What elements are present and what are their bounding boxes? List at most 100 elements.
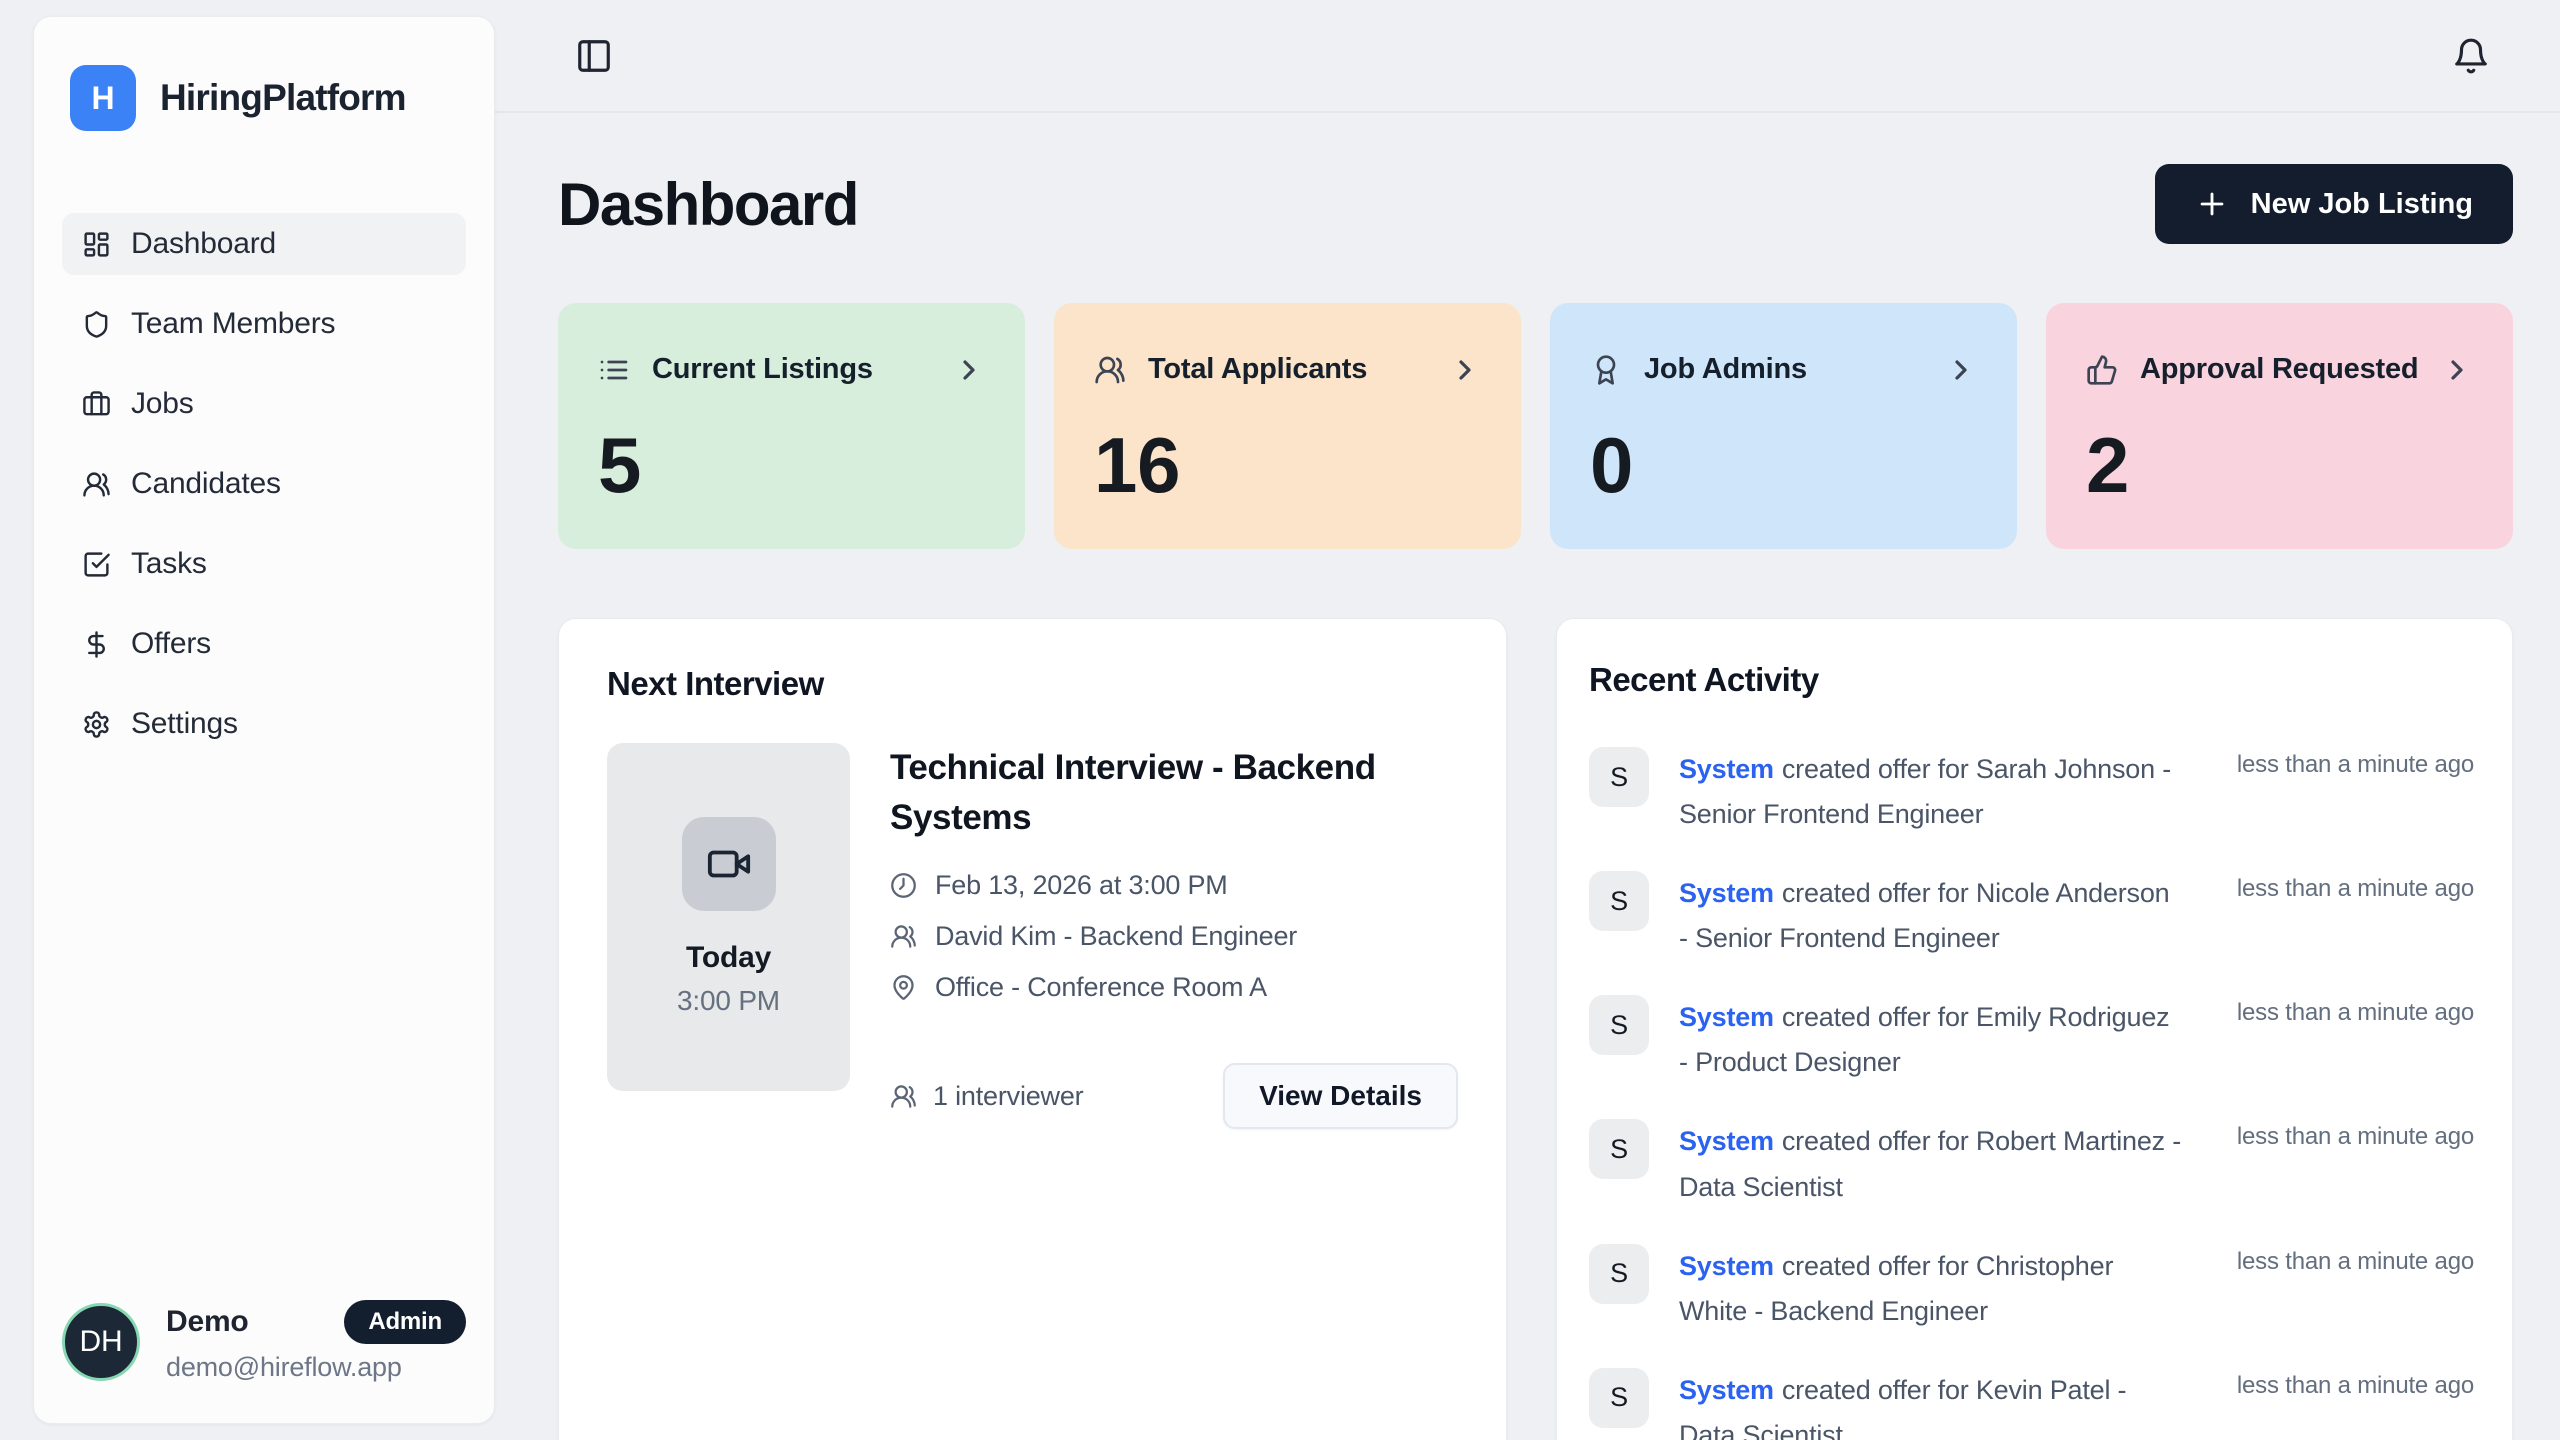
user-email: demo@hireflow.app — [166, 1352, 402, 1382]
chevron-right-icon — [2441, 354, 2473, 386]
plus-icon — [2195, 187, 2229, 221]
sidebar: H HiringPlatform Dashboard Team Members … — [33, 16, 495, 1424]
video-camera-icon — [681, 817, 776, 911]
map-pin-icon — [890, 974, 917, 1001]
stat-card-approval-requested[interactable]: Approval Requested 2 — [2046, 303, 2513, 549]
activity-timestamp: less than a minute ago — [2236, 1371, 2474, 1399]
avatar: DH — [62, 1302, 140, 1381]
interviewer-count: 1 interviewer — [890, 1080, 1084, 1112]
activity-list: S System created offer for Sarah Johnson … — [1589, 747, 2474, 1440]
main-area: Dashboard New Job Listing Current Listin… — [495, 0, 2560, 1440]
activity-text: System created offer for Sarah Johnson - … — [1679, 754, 2171, 830]
sidebar-item-label: Dashboard — [131, 227, 276, 260]
chevron-right-icon — [1945, 354, 1977, 386]
app-name: HiringPlatform — [160, 77, 407, 118]
stat-card-total-applicants[interactable]: Total Applicants 16 — [1054, 303, 1521, 549]
list-icon — [598, 354, 630, 386]
page-header: Dashboard New Job Listing — [558, 164, 2513, 244]
user-box[interactable]: DH Demo Admin demo@hireflow.app — [62, 1300, 466, 1383]
activity-text: System created offer for Robert Martinez … — [1679, 1126, 2182, 1202]
brand: H HiringPlatform — [62, 65, 466, 131]
shield-icon — [82, 310, 111, 339]
activity-actor-link[interactable]: System — [1679, 1126, 1774, 1157]
bell-icon[interactable] — [2452, 37, 2490, 75]
sidebar-item-offers[interactable]: Offers — [62, 613, 466, 675]
activity-timestamp: less than a minute ago — [2236, 751, 2474, 778]
interviewer-count-label: 1 interviewer — [933, 1080, 1084, 1111]
dashboard-grid-icon — [82, 230, 111, 259]
new-job-listing-label: New Job Listing — [2250, 187, 2473, 220]
app-logo: H — [70, 65, 136, 131]
activity-timestamp: less than a minute ago — [2236, 875, 2474, 903]
activity-actor-link[interactable]: System — [1679, 1374, 1774, 1405]
activity-item: S System created offer for Christopher Wh… — [1589, 1243, 2474, 1334]
interview-thumbnail: Today 3:00 PM — [607, 743, 850, 1091]
users-icon — [890, 1083, 917, 1110]
sidebar-nav: Dashboard Team Members Jobs Candidates T… — [62, 213, 466, 755]
panels: Next Interview Today 3:00 PM Technical I… — [558, 618, 2513, 1440]
sidebar-item-label: Settings — [131, 707, 238, 740]
activity-avatar: S — [1589, 1367, 1649, 1428]
gear-icon — [82, 710, 111, 739]
activity-avatar: S — [1589, 995, 1649, 1056]
sidebar-item-team-members[interactable]: Team Members — [62, 293, 466, 355]
activity-text: System created offer for Christopher Whit… — [1679, 1250, 2114, 1326]
interview-datetime-row: Feb 13, 2026 at 3:00 PM — [890, 870, 1458, 901]
view-details-button[interactable]: View Details — [1223, 1063, 1458, 1130]
panel-left-icon[interactable] — [575, 37, 613, 75]
users-icon — [890, 923, 917, 950]
page-title: Dashboard — [558, 170, 859, 238]
activity-avatar: S — [1589, 1243, 1649, 1304]
stat-card-job-admins[interactable]: Job Admins 0 — [1550, 303, 2017, 549]
activity-timestamp: less than a minute ago — [2236, 1247, 2474, 1275]
next-interview-title: Next Interview — [607, 665, 824, 702]
role-badge: Admin — [344, 1300, 466, 1344]
topbar — [495, 0, 2560, 113]
activity-actor-link[interactable]: System — [1679, 878, 1774, 909]
interview-location-row: Office - Conference Room A — [890, 972, 1458, 1003]
sidebar-item-label: Candidates — [131, 467, 281, 500]
activity-text: System created offer for Kevin Patel - Da… — [1679, 1374, 2127, 1440]
activity-timestamp: less than a minute ago — [2236, 1123, 2474, 1151]
sidebar-item-label: Tasks — [131, 547, 207, 580]
interview-day: Today — [685, 941, 772, 974]
interview-time: 3:00 PM — [677, 985, 780, 1016]
stat-label: Current Listings — [652, 353, 873, 385]
activity-actor-link[interactable]: System — [1679, 1250, 1774, 1281]
dollar-icon — [82, 630, 111, 659]
award-icon — [1590, 354, 1622, 386]
new-job-listing-button[interactable]: New Job Listing — [2154, 164, 2513, 244]
thumbs-up-icon — [2086, 354, 2118, 386]
activity-actor-link[interactable]: System — [1679, 754, 1774, 784]
activity-avatar: S — [1589, 1119, 1649, 1180]
content: Dashboard New Job Listing Current Listin… — [495, 164, 2560, 1440]
stat-card-current-listings[interactable]: Current Listings 5 — [558, 303, 1025, 549]
activity-item: S System created offer for Emily Rodrigue… — [1589, 995, 2474, 1085]
activity-text: System created offer for Nicole Anderson … — [1679, 878, 2170, 954]
stat-cards: Current Listings 5 Total Applicants — [558, 303, 2513, 549]
sidebar-item-candidates[interactable]: Candidates — [62, 453, 466, 515]
activity-item: S System created offer for Kevin Patel - … — [1589, 1367, 2474, 1440]
sidebar-item-label: Team Members — [131, 307, 336, 340]
sidebar-item-tasks[interactable]: Tasks — [62, 533, 466, 595]
activity-avatar: S — [1589, 747, 1649, 807]
stat-value: 0 — [1590, 421, 1634, 509]
activity-item: S System created offer for Sarah Johnson … — [1589, 747, 2474, 837]
recent-activity-panel: Recent Activity S System created offer fo… — [1556, 618, 2513, 1440]
activity-item: S System created offer for Nicole Anderso… — [1589, 871, 2474, 961]
activity-item: S System created offer for Robert Martine… — [1589, 1119, 2474, 1209]
interview-title: Technical Interview - Backend Systems — [890, 748, 1376, 837]
interview-candidate-row: David Kim - Backend Engineer — [890, 921, 1458, 952]
sidebar-item-jobs[interactable]: Jobs — [62, 373, 466, 435]
activity-text: System created offer for Emily Rodriguez … — [1679, 1002, 2170, 1078]
sidebar-item-label: Offers — [131, 627, 211, 660]
stat-label: Job Admins — [1644, 353, 1807, 385]
check-square-icon — [82, 550, 111, 579]
activity-timestamp: less than a minute ago — [2236, 999, 2474, 1027]
sidebar-item-settings[interactable]: Settings — [62, 693, 466, 755]
activity-actor-link[interactable]: System — [1679, 1002, 1774, 1033]
sidebar-item-dashboard[interactable]: Dashboard — [62, 213, 466, 275]
activity-avatar: S — [1589, 871, 1649, 932]
sidebar-item-label: Jobs — [131, 387, 194, 420]
interview-info: Technical Interview - Backend Systems Fe… — [890, 743, 1458, 1130]
